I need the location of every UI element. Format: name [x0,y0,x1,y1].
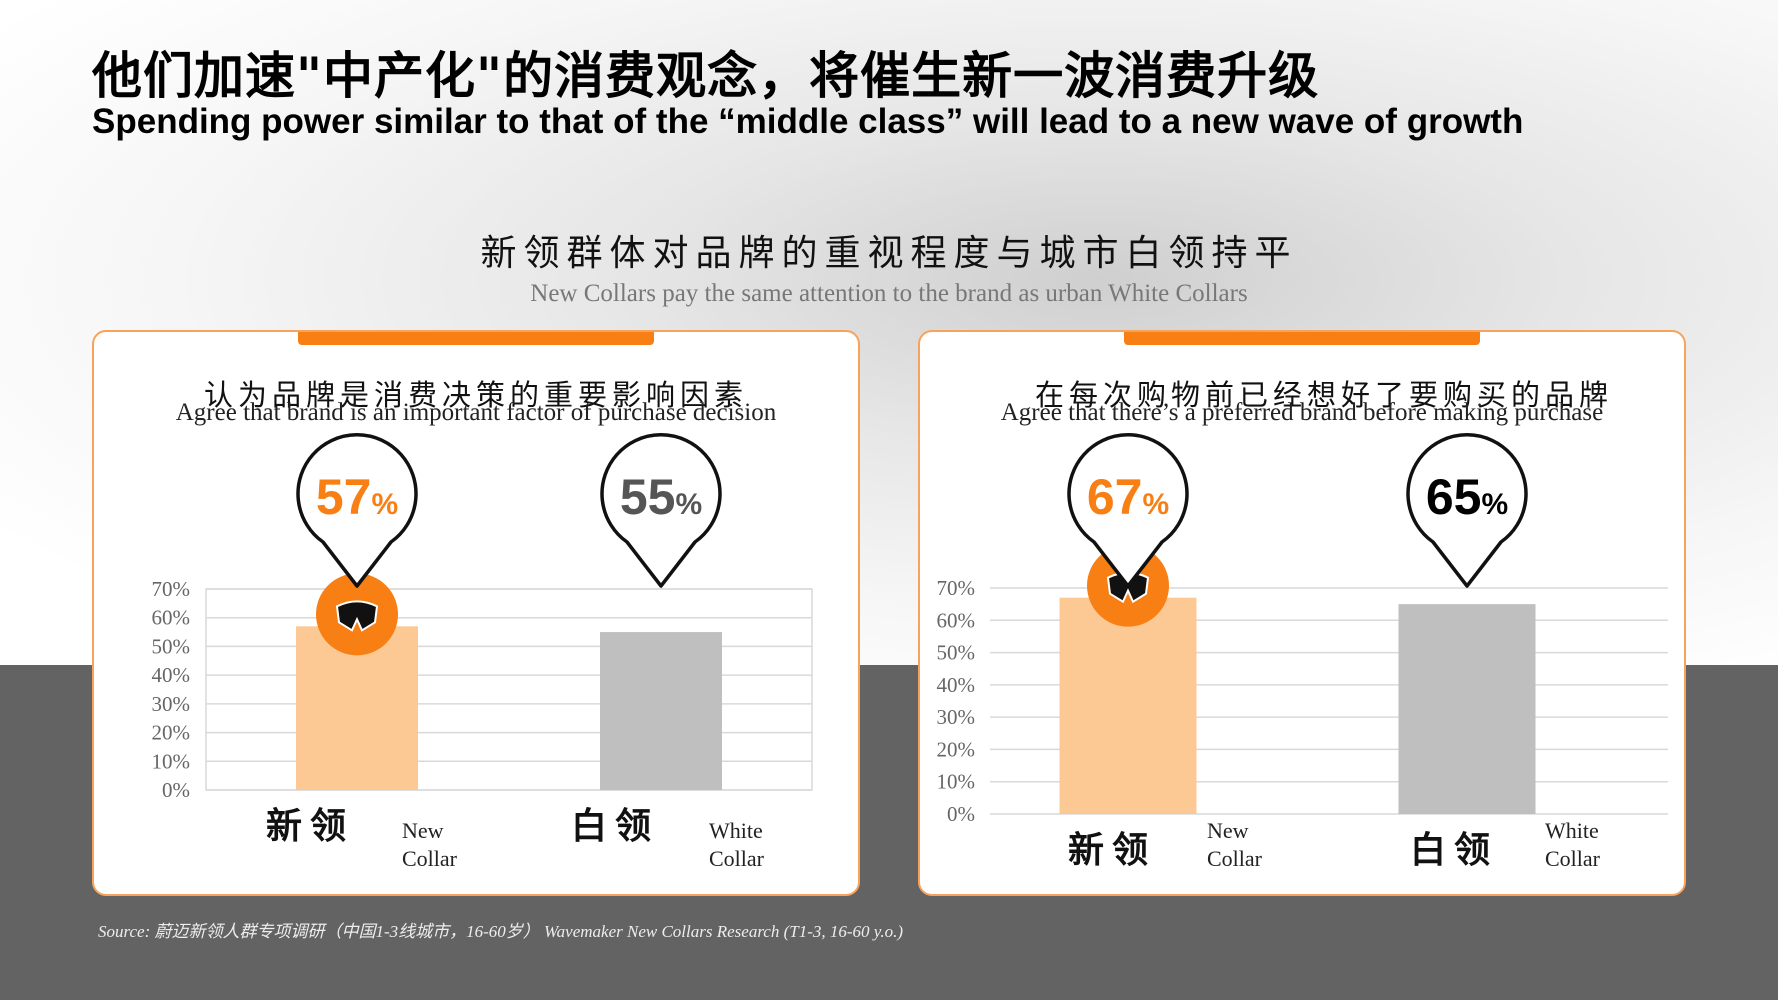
data-label-value: 65 [1426,469,1482,525]
data-label: 65% [1426,469,1508,525]
section-title-cn: 新领群体对品牌的重视程度与城市白领持平 [480,233,1298,274]
chart-subtitle-en: Agree that brand is an important factor … [175,399,777,426]
y-tick-label: 70% [152,577,191,601]
y-tick-label: 60% [937,608,976,632]
category-label-en: White Collar [1545,818,1601,871]
value-callout [600,433,722,588]
plot-frame [205,588,813,791]
chart-subtitle-en: Agree that there’s a preferred brand bef… [1000,399,1604,426]
category-label-en: New Collar [1207,818,1263,871]
category-label-en: White Collar [709,818,765,871]
category-label: 新领 [266,806,354,847]
y-tick-label: 40% [152,663,191,687]
value-callout [296,433,418,588]
source-note: Source: 蔚迈新领人群专项调研（中国1-3线城市，16-60岁） Wave… [98,922,904,941]
page-title-en: Spending power similar to that of the “m… [92,102,1524,141]
bar [1059,597,1197,814]
y-tick-label: 60% [152,606,191,630]
category-label: 新领 [1068,830,1156,871]
data-label-value: 55 [620,469,676,525]
data-label-value: 67 [1087,469,1143,525]
data-label-unit: % [675,488,702,521]
chart-panel-preferred-brand [918,330,1686,896]
category-label: 白领 [571,806,659,847]
page-title-cn: 他们加速"中产化"的消费观念，将催生新一波消费升级 [92,47,1320,105]
y-tick-label: 30% [937,705,976,729]
value-callout [1067,433,1189,588]
bar [1398,604,1536,814]
section-title-en: New Collars pay the same attention to th… [530,280,1248,307]
y-tick-label: 0% [947,802,975,826]
collar-icon [335,600,379,632]
data-label: 57% [316,469,398,525]
data-label-unit: % [371,488,398,521]
data-label-unit: % [1142,488,1169,521]
y-tick-label: 0% [162,778,190,802]
y-tick-label: 10% [937,770,976,794]
data-label: 55% [620,469,702,525]
y-tick-label: 70% [937,576,976,600]
y-tick-label: 50% [152,634,191,658]
y-tick-label: 20% [152,721,191,745]
chart-title-cn: 认为品牌是消费决策的重要影响因素 [203,378,748,412]
category-label: 白领 [1410,830,1498,871]
y-tick-label: 50% [937,641,976,665]
y-tick-label: 20% [937,737,976,761]
y-tick-label: 10% [152,749,191,773]
data-label-value: 57 [316,469,372,525]
bar [600,632,722,790]
value-callout [1406,433,1528,588]
y-tick-label: 40% [937,673,976,697]
panel-tab-accent [298,332,654,345]
data-label: 67% [1087,469,1169,525]
y-tick-label: 30% [152,692,191,716]
chart-panel-brand-importance [92,330,860,896]
panel-tab-accent [1124,332,1480,345]
category-label-en: New Collar [402,818,458,871]
chart-title-cn: 在每次购物前已经想好了要购买的品牌 [1034,378,1613,412]
data-label-unit: % [1481,488,1508,521]
